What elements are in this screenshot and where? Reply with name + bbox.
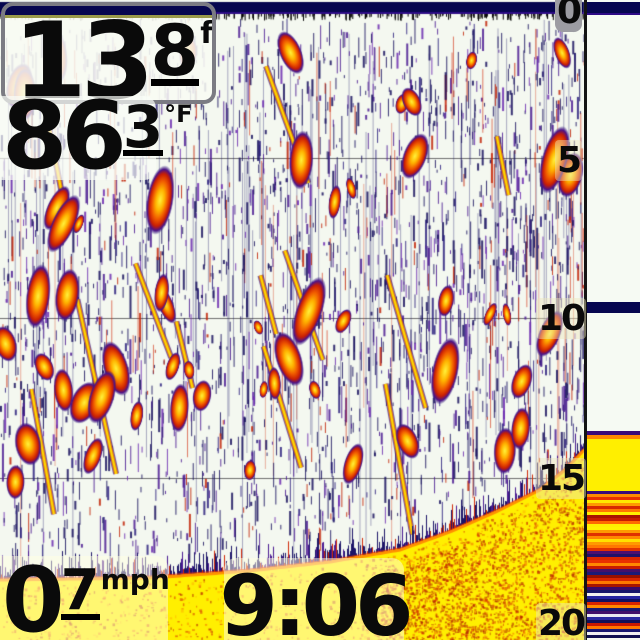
depth-tick-15: 15 (536, 458, 586, 499)
depth-box-surface-bar (5, 6, 212, 15)
depth-scale-line (584, 0, 587, 640)
clock-time: 9:06 (219, 557, 414, 640)
depth-tick-10: 10 (536, 298, 586, 339)
speed-readout: 0 7 mph (0, 548, 170, 640)
depth-tick-0: 0 (536, 0, 582, 32)
temperature-decimal: 3 (122, 93, 164, 161)
clock-readout: 9:06 (220, 558, 413, 640)
flasher-strip (587, 0, 640, 640)
temperature-readout: 86 3 °F (0, 82, 193, 191)
speed-unit: mph (100, 563, 170, 596)
depth-box-accent-line (5, 15, 212, 18)
speed-decimal: 7 (60, 558, 100, 623)
depth-decimal: 8 (150, 10, 200, 92)
speed-value: 0 (2, 548, 65, 640)
temperature-value: 86 (2, 82, 127, 191)
depth-value: 13 (13, 2, 154, 104)
depth-readout-box: 13 8 ft (1, 2, 216, 104)
temperature-unit: °F (164, 100, 193, 128)
depth-tick-20: 20 (536, 603, 586, 640)
depth-tick-5: 5 (554, 140, 582, 181)
depth-unit: ft (200, 16, 214, 51)
depth-readout: 13 8 ft (5, 2, 212, 104)
